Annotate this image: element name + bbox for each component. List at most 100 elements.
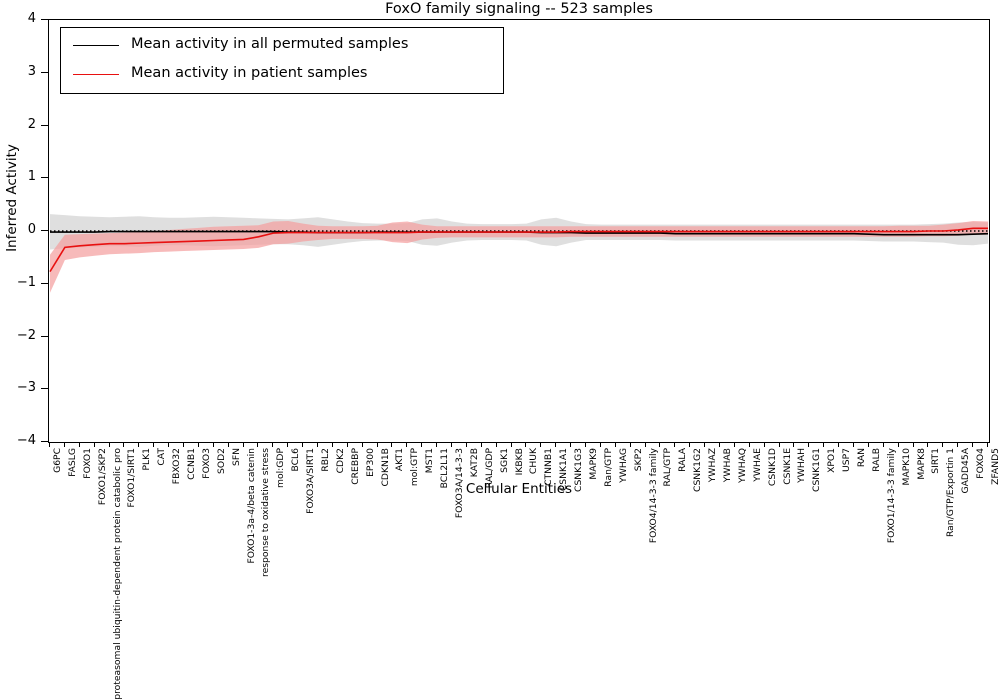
x-tick-mark xyxy=(853,443,854,447)
x-tick-label: mol:GTP xyxy=(409,448,421,487)
x-tick-label: RAL/GTP xyxy=(662,448,674,487)
x-tick-mark xyxy=(451,443,452,447)
legend-label-patient: Mean activity in patient samples xyxy=(131,65,368,81)
x-tick-mark xyxy=(63,443,65,447)
x-tick-label: IKBKB xyxy=(513,448,525,476)
y-tick-mark xyxy=(41,230,48,231)
y-tick-mark xyxy=(41,71,48,73)
x-tick-label: KAT2B xyxy=(468,448,480,478)
legend-entry-patient: Mean activity in patient samples xyxy=(61,61,503,89)
y-tick-label: −3 xyxy=(16,380,36,396)
plot-canvas xyxy=(49,214,989,293)
x-tick-mark xyxy=(972,443,974,447)
chart-legend: Mean activity in all permuted samples Me… xyxy=(60,27,504,94)
x-tick-mark xyxy=(391,443,393,447)
x-tick-label: CTNNB1 xyxy=(543,448,555,486)
x-tick-label: CSNK1G3 xyxy=(573,448,585,492)
x-tick-label: FASLG xyxy=(66,448,78,477)
x-tick-label: RAL/GDP xyxy=(483,448,495,489)
x-tick-label: ZFAND5 xyxy=(990,448,1000,485)
patient-confidence-band xyxy=(50,220,988,293)
x-tick-label: RAN xyxy=(856,448,867,468)
x-tick-label: FOXO4/14-3-3 family xyxy=(647,448,659,544)
x-tick-label: AKT1 xyxy=(394,448,406,472)
x-tick-label: CREBBP xyxy=(349,448,361,485)
x-tick-mark xyxy=(644,443,646,447)
x-tick-mark xyxy=(867,443,869,447)
x-tick-mark xyxy=(704,443,706,447)
x-tick-label: CCNB1 xyxy=(186,448,197,480)
x-tick-mark xyxy=(93,443,95,447)
x-tick-mark xyxy=(585,443,586,447)
legend-label-permuted: Mean activity in all permuted samples xyxy=(131,36,409,52)
x-tick-mark xyxy=(778,443,780,447)
y-tick-mark xyxy=(41,335,48,337)
x-tick-label: MAPK10 xyxy=(900,448,912,486)
x-tick-mark xyxy=(436,443,438,447)
x-tick-mark xyxy=(793,443,795,447)
x-tick-label: SKP2 xyxy=(632,448,644,472)
x-tick-label: CHUK xyxy=(528,448,540,475)
x-tick-mark xyxy=(912,443,914,447)
x-tick-mark xyxy=(733,443,735,447)
y-tick-mark xyxy=(41,124,48,126)
x-tick-mark xyxy=(957,443,959,447)
x-tick-mark xyxy=(659,443,661,447)
x-tick-label: FOXO1/SIRT1 xyxy=(126,448,138,508)
x-tick-mark xyxy=(465,443,467,447)
x-tick-mark xyxy=(331,443,333,447)
x-tick-label: CSNK1A1 xyxy=(558,448,570,492)
x-tick-mark xyxy=(555,443,557,447)
y-tick-label: 3 xyxy=(27,63,36,79)
x-tick-mark xyxy=(897,443,899,447)
x-tick-mark xyxy=(614,443,616,447)
x-tick-label: mol:GDP xyxy=(275,448,287,488)
x-tick-label: RALB xyxy=(870,448,882,472)
patient-mean-line xyxy=(49,227,988,273)
x-tick-label: USP7 xyxy=(841,448,853,472)
x-tick-mark xyxy=(525,443,527,447)
x-tick-mark xyxy=(719,443,720,447)
x-tick-mark xyxy=(763,443,765,447)
x-tick-mark xyxy=(599,443,601,447)
x-tick-label: RBL2 xyxy=(320,448,331,472)
x-tick-mark xyxy=(882,443,884,447)
y-tick-mark xyxy=(41,19,48,20)
x-tick-label: CSNK1E xyxy=(781,448,793,485)
x-tick-label: YWHAH xyxy=(796,448,808,483)
x-tick-mark xyxy=(78,443,80,447)
x-tick-mark xyxy=(49,443,50,447)
x-tick-label: YWHAB xyxy=(722,448,733,483)
x-tick-label: CAT xyxy=(156,448,168,466)
x-tick-label: FBXO32 xyxy=(171,448,183,485)
x-tick-mark xyxy=(361,443,363,447)
y-tick-label: −4 xyxy=(16,433,36,448)
x-tick-label: SFN xyxy=(230,448,242,466)
x-tick-label: YWHAZ xyxy=(707,448,719,483)
x-tick-mark xyxy=(287,443,289,447)
x-tick-mark xyxy=(197,443,199,447)
x-tick-label: FOXO4 xyxy=(975,448,987,479)
x-tick-mark xyxy=(406,443,408,447)
x-tick-label: FOXO3A/SIRT1 xyxy=(305,448,317,514)
x-tick-label: CDKN1B xyxy=(379,448,391,487)
x-tick-mark xyxy=(183,443,184,447)
x-tick-label: BCL6 xyxy=(290,448,302,472)
x-tick-label: RALA xyxy=(677,448,689,472)
x-tick-label: CSNK1G2 xyxy=(692,448,704,492)
x-tick-mark xyxy=(257,443,259,447)
x-tick-label: FOXO3 xyxy=(200,448,212,479)
x-tick-mark xyxy=(570,443,572,447)
x-tick-mark xyxy=(674,443,676,447)
x-tick-mark xyxy=(168,443,170,447)
x-tick-mark xyxy=(108,443,110,447)
chart-figure: FoxO family signaling -- 523 samples Inf… xyxy=(4,1,1000,700)
x-tick-mark xyxy=(689,443,691,447)
x-tick-label: YWHAQ xyxy=(736,448,748,483)
x-tick-label: CDK2 xyxy=(334,448,346,474)
plot-area xyxy=(48,19,990,443)
x-tick-mark xyxy=(227,443,229,447)
x-tick-mark xyxy=(123,443,125,447)
x-tick-label: EP300 xyxy=(364,448,376,477)
x-tick-label: response to oxidative stress xyxy=(260,448,272,577)
